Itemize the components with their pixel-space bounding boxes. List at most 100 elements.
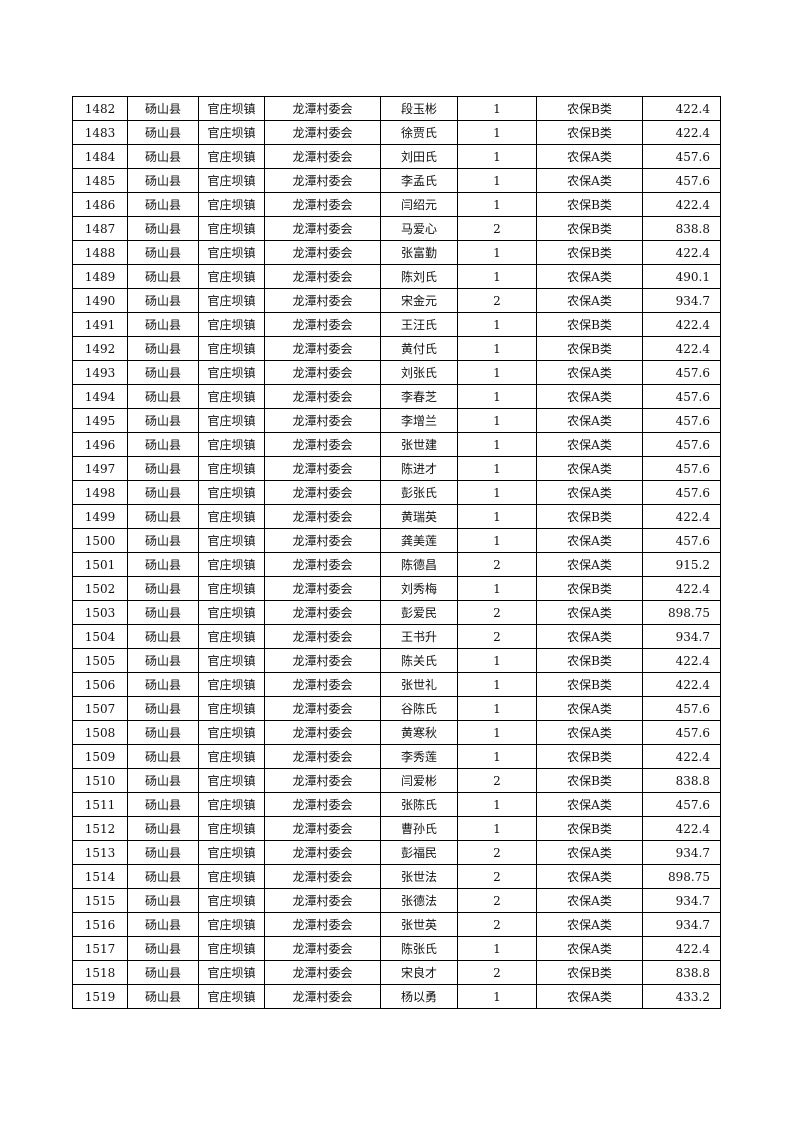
county-cell: 砀山县 (127, 648, 199, 673)
village-cell: 龙潭村委会 (264, 624, 381, 649)
village-cell: 龙潭村委会 (264, 216, 381, 241)
row-number-cell: 1488 (72, 240, 128, 265)
insurance-type-cell: 农保A类 (536, 456, 643, 481)
insurance-type-cell: 农保A类 (536, 480, 643, 505)
county-cell: 砀山县 (127, 768, 199, 793)
insurance-type-cell: 农保A类 (536, 168, 643, 193)
insurance-type-cell: 农保B类 (536, 192, 643, 217)
insurance-type-cell: 农保B类 (536, 504, 643, 529)
county-cell: 砀山县 (127, 624, 199, 649)
household-count-cell: 1 (457, 168, 537, 193)
table-row: 1500 砀山县 官庄坝镇 龙潭村委会 龚美莲 1 农保A类 457.6 (72, 528, 721, 553)
name-cell: 闫爱彬 (380, 768, 458, 793)
town-cell: 官庄坝镇 (198, 336, 265, 361)
household-count-cell: 1 (457, 936, 537, 961)
table-row: 1509 砀山县 官庄坝镇 龙潭村委会 李秀莲 1 农保B类 422.4 (72, 744, 721, 769)
village-cell: 龙潭村委会 (264, 768, 381, 793)
insurance-type-cell: 农保B类 (536, 336, 643, 361)
name-cell: 张世礼 (380, 672, 458, 697)
amount-cell: 422.4 (642, 240, 721, 265)
name-cell: 徐贾氏 (380, 120, 458, 145)
table-row: 1483 砀山县 官庄坝镇 龙潭村委会 徐贾氏 1 农保B类 422.4 (72, 120, 721, 145)
table-row: 1519 砀山县 官庄坝镇 龙潭村委会 杨以勇 1 农保A类 433.2 (72, 984, 721, 1009)
name-cell: 刘田氏 (380, 144, 458, 169)
row-number-cell: 1493 (72, 360, 128, 385)
insurance-type-cell: 农保A类 (536, 384, 643, 409)
village-cell: 龙潭村委会 (264, 528, 381, 553)
county-cell: 砀山县 (127, 936, 199, 961)
county-cell: 砀山县 (127, 96, 199, 121)
town-cell: 官庄坝镇 (198, 840, 265, 865)
town-cell: 官庄坝镇 (198, 720, 265, 745)
table-row: 1491 砀山县 官庄坝镇 龙潭村委会 王汪氏 1 农保B类 422.4 (72, 312, 721, 337)
amount-cell: 457.6 (642, 720, 721, 745)
name-cell: 陈进才 (380, 456, 458, 481)
town-cell: 官庄坝镇 (198, 192, 265, 217)
table-row: 1508 砀山县 官庄坝镇 龙潭村委会 黄寒秋 1 农保A类 457.6 (72, 720, 721, 745)
county-cell: 砀山县 (127, 864, 199, 889)
town-cell: 官庄坝镇 (198, 264, 265, 289)
household-count-cell: 1 (457, 648, 537, 673)
amount-cell: 934.7 (642, 288, 721, 313)
village-cell: 龙潭村委会 (264, 120, 381, 145)
row-number-cell: 1490 (72, 288, 128, 313)
town-cell: 官庄坝镇 (198, 744, 265, 769)
village-cell: 龙潭村委会 (264, 264, 381, 289)
household-count-cell: 1 (457, 720, 537, 745)
town-cell: 官庄坝镇 (198, 792, 265, 817)
amount-cell: 422.4 (642, 312, 721, 337)
household-count-cell: 1 (457, 744, 537, 769)
town-cell: 官庄坝镇 (198, 888, 265, 913)
household-count-cell: 1 (457, 504, 537, 529)
insurance-type-cell: 农保B类 (536, 576, 643, 601)
town-cell: 官庄坝镇 (198, 600, 265, 625)
village-cell: 龙潭村委会 (264, 936, 381, 961)
name-cell: 张世建 (380, 432, 458, 457)
name-cell: 杨以勇 (380, 984, 458, 1009)
row-number-cell: 1491 (72, 312, 128, 337)
town-cell: 官庄坝镇 (198, 504, 265, 529)
household-count-cell: 1 (457, 528, 537, 553)
table-row: 1492 砀山县 官庄坝镇 龙潭村委会 黄付氏 1 农保B类 422.4 (72, 336, 721, 361)
county-cell: 砀山县 (127, 120, 199, 145)
village-cell: 龙潭村委会 (264, 648, 381, 673)
county-cell: 砀山县 (127, 960, 199, 985)
county-cell: 砀山县 (127, 528, 199, 553)
insurance-type-cell: 农保A类 (536, 984, 643, 1009)
village-cell: 龙潭村委会 (264, 744, 381, 769)
name-cell: 陈德昌 (380, 552, 458, 577)
insurance-type-cell: 农保A类 (536, 552, 643, 577)
county-cell: 砀山县 (127, 888, 199, 913)
name-cell: 张世英 (380, 912, 458, 937)
town-cell: 官庄坝镇 (198, 864, 265, 889)
town-cell: 官庄坝镇 (198, 768, 265, 793)
name-cell: 张世法 (380, 864, 458, 889)
name-cell: 陈关氏 (380, 648, 458, 673)
amount-cell: 838.8 (642, 768, 721, 793)
household-count-cell: 2 (457, 888, 537, 913)
town-cell: 官庄坝镇 (198, 360, 265, 385)
amount-cell: 422.4 (642, 936, 721, 961)
insurance-type-cell: 农保B类 (536, 648, 643, 673)
insurance-type-cell: 农保A类 (536, 408, 643, 433)
insurance-type-cell: 农保A类 (536, 360, 643, 385)
amount-cell: 457.6 (642, 456, 721, 481)
village-cell: 龙潭村委会 (264, 288, 381, 313)
county-cell: 砀山县 (127, 240, 199, 265)
county-cell: 砀山县 (127, 216, 199, 241)
amount-cell: 422.4 (642, 672, 721, 697)
village-cell: 龙潭村委会 (264, 984, 381, 1009)
town-cell: 官庄坝镇 (198, 672, 265, 697)
county-cell: 砀山县 (127, 672, 199, 697)
town-cell: 官庄坝镇 (198, 120, 265, 145)
table-row: 1489 砀山县 官庄坝镇 龙潭村委会 陈刘氏 1 农保A类 490.1 (72, 264, 721, 289)
table-row: 1484 砀山县 官庄坝镇 龙潭村委会 刘田氏 1 农保A类 457.6 (72, 144, 721, 169)
village-cell: 龙潭村委会 (264, 840, 381, 865)
table-row: 1517 砀山县 官庄坝镇 龙潭村委会 陈张氏 1 农保A类 422.4 (72, 936, 721, 961)
row-number-cell: 1502 (72, 576, 128, 601)
county-cell: 砀山县 (127, 336, 199, 361)
town-cell: 官庄坝镇 (198, 816, 265, 841)
county-cell: 砀山县 (127, 696, 199, 721)
household-count-cell: 1 (457, 312, 537, 337)
insurance-type-cell: 农保A类 (536, 888, 643, 913)
